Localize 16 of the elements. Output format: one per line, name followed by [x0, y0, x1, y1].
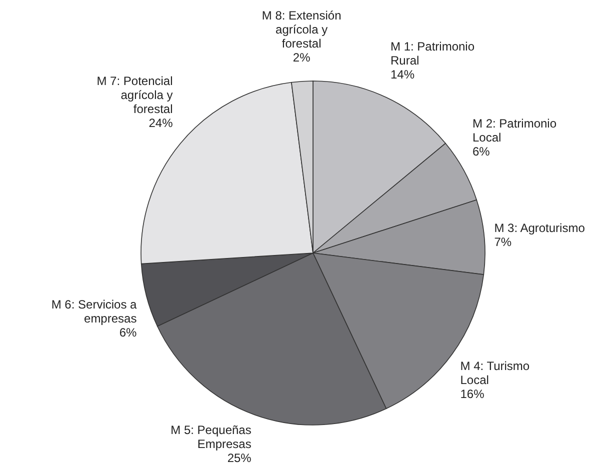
slice-label: M 2: Patrimonio Local	[472, 116, 557, 144]
data-label: 6%	[472, 144, 490, 158]
slice-label: M 4: Turismo Local	[460, 358, 530, 387]
slice-label: M 7: Potencial agrícola y forestal	[96, 74, 173, 116]
slice-label: M 5: Pequeñas Empresas	[170, 423, 252, 452]
slice-label: M 8: Extensión agrícola y forestal	[262, 8, 342, 50]
data-label: 2%	[292, 50, 311, 64]
data-label: 16%	[460, 386, 485, 401]
data-label: 7%	[494, 234, 512, 249]
slice-label: M 1: Patrimonio Rural	[390, 39, 475, 68]
data-label: 6%	[119, 325, 138, 340]
slice-label: M 6: Servicios a empresas	[51, 297, 138, 326]
data-label: 25%	[227, 451, 252, 464]
data-label: 24%	[148, 116, 174, 130]
data-label: 14%	[390, 67, 415, 82]
slice-label: M 3: Agroturismo	[494, 220, 586, 235]
